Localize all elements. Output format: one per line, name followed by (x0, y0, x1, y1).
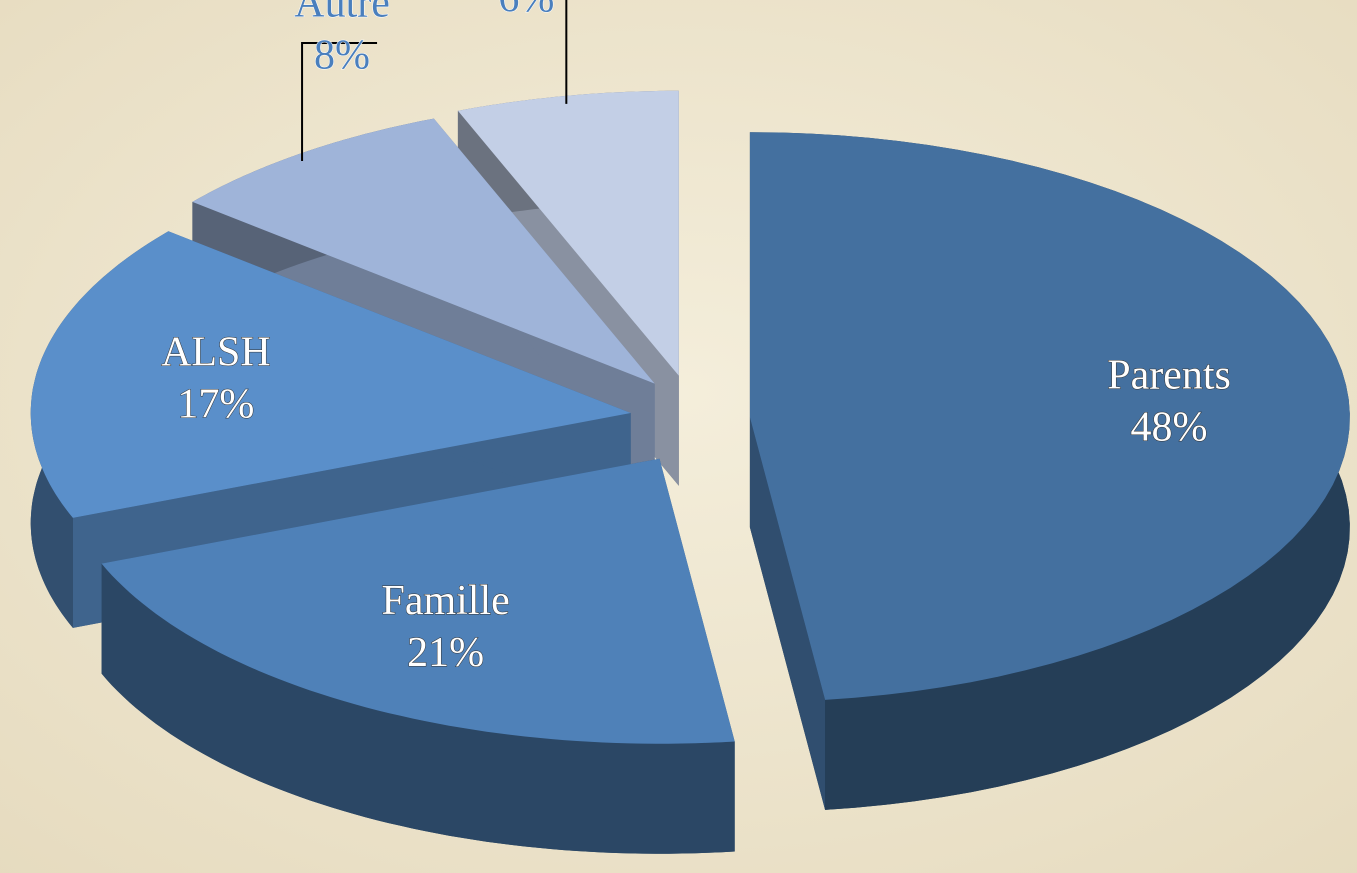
slice-top (192, 118, 655, 384)
slice-value-label: 6% (498, 0, 554, 21)
slice (101, 458, 735, 854)
slice-value-label: 48% (1131, 404, 1208, 450)
slice-label: ALSH (161, 329, 271, 375)
slice-top (30, 231, 631, 518)
slice-top (457, 90, 679, 376)
slice-side (749, 417, 826, 810)
slice-label: Parents (1107, 352, 1231, 398)
slice-label: Autre (294, 0, 390, 27)
leader-line (301, 42, 378, 162)
slice-top (749, 132, 1350, 700)
slice-value-label: 17% (177, 381, 254, 427)
slice-label: Famille (381, 578, 509, 624)
slice (749, 132, 1350, 810)
leader-line (565, 0, 568, 104)
slice-value-label: 21% (407, 630, 484, 676)
slice-wall (101, 563, 735, 854)
slice-value-label: 8% (314, 33, 370, 79)
slice-top (101, 458, 735, 744)
